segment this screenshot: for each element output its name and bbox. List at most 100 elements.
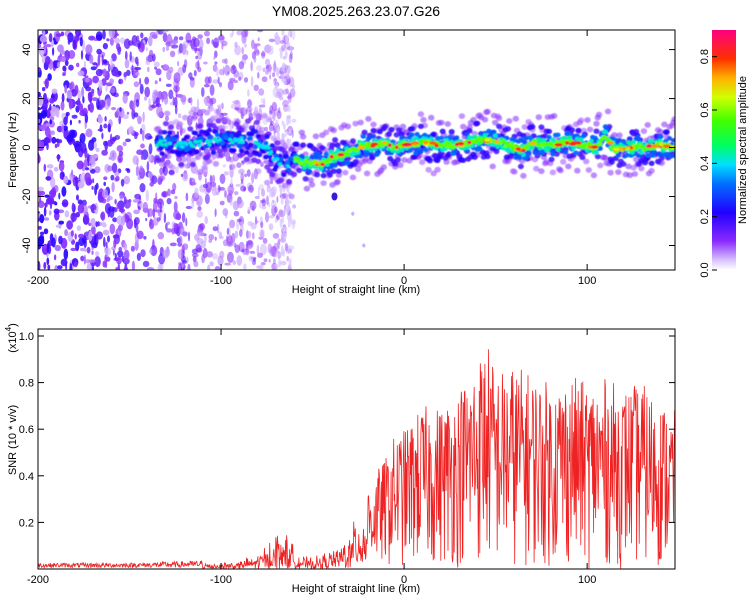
noise-blob [84,75,89,79]
ridge-cell [409,132,415,137]
noise-blob [196,201,200,206]
ridge-cell [655,158,661,165]
noise-blob [283,104,289,112]
ridge-cell [237,144,243,149]
ridge-cell [471,154,478,160]
ridge-cell [423,147,429,153]
ridge-cell [323,151,329,157]
ridge-cell [517,163,524,170]
ridge-cell [631,171,639,177]
noise-blob [102,229,110,236]
colorbar: 0.0 0.2 0.4 0.6 0.8 Normalized spectral ampl… [699,30,749,278]
ridge-cell [335,168,342,174]
noise-blob [54,143,58,149]
ridge-cell [430,131,437,137]
ridge-cell [256,152,263,158]
ridge-cell [482,133,488,138]
noise-blob [166,33,173,46]
ridge-cell [555,147,561,152]
noise-blob [117,70,122,76]
ridge-cell [190,144,195,148]
noise-blob [103,181,106,186]
ridge-cell [243,156,250,162]
noise-blob [96,98,100,110]
noise-blob [85,167,90,171]
noise-blob [111,182,115,193]
noise-blob [72,138,76,146]
ridge-cell [671,116,675,123]
noise-blob [123,249,130,260]
snr-panel: -200 -100 0 100 0.2 0.4 0.6 0.8 1.0 Height of s… [4,323,676,595]
noise-blob [117,154,123,164]
noise-blob [101,78,107,86]
noise-blob [271,101,278,112]
ridge-hotspot [612,147,620,152]
noise-blob [44,43,47,54]
ridge-cell [385,131,392,137]
noise-blob [68,98,73,110]
ridge-cell [197,143,202,148]
noise-blob [68,64,74,71]
noise-blob [75,175,78,187]
ridge-cell [481,116,489,123]
noise-blob [60,258,68,267]
noise-blob [90,217,96,228]
noise-blob [154,80,158,85]
noise-blob [147,135,153,140]
noise-blob [166,228,173,233]
snr-scale-exponent: 4 [4,326,13,331]
noise-blob [288,129,292,135]
noise-blob [38,46,45,56]
noise-blob [97,128,104,132]
noise-blob [238,61,245,70]
noise-blob [48,33,53,43]
noise-blob [110,87,116,94]
noise-blob [117,250,124,258]
noise-blob [118,150,124,157]
ridge-cell [167,141,172,146]
noise-blob [77,97,81,109]
noise-blob [291,30,296,40]
noise-blob [119,194,124,200]
noise-blob [91,97,99,101]
ridge-cell [244,150,250,155]
noise-blob [126,111,130,115]
noise-blob [216,223,220,234]
feature-point [362,243,366,248]
noise-blob [247,89,250,97]
noise-blob [44,127,51,137]
noise-blob [261,198,266,207]
ridge-cell [512,115,519,122]
noise-blob [262,237,268,244]
noise-blob [120,178,125,187]
ridge-cell [575,127,582,134]
noise-blob [139,183,146,193]
ridge-cell [648,147,653,151]
noise-blob [197,66,202,73]
ridge-cell [296,167,303,174]
noise-blob [271,186,278,195]
noise-blob [38,118,41,124]
ridge-hotspot [387,143,392,147]
noise-blob [287,105,291,112]
ridge-cell [397,152,403,157]
noise-blob [167,188,171,197]
noise-blob [137,115,142,125]
noise-blob [281,216,285,224]
ridge-cell [189,161,196,168]
ridge-cell [663,129,670,135]
noise-blob [39,196,42,204]
noise-blob [106,97,111,107]
noise-blob [236,255,243,266]
ridge-cell [538,168,545,175]
ridge-cell [206,127,213,133]
noise-blob [44,202,48,208]
ridge-hotspot [564,141,570,145]
noise-blob [251,172,255,184]
noise-blob [68,82,73,90]
ridge-cell [189,157,197,164]
ridge-hotspot [457,141,465,146]
ridge-cell [269,150,273,154]
noise-blob [49,119,52,125]
noise-blob [207,264,211,270]
